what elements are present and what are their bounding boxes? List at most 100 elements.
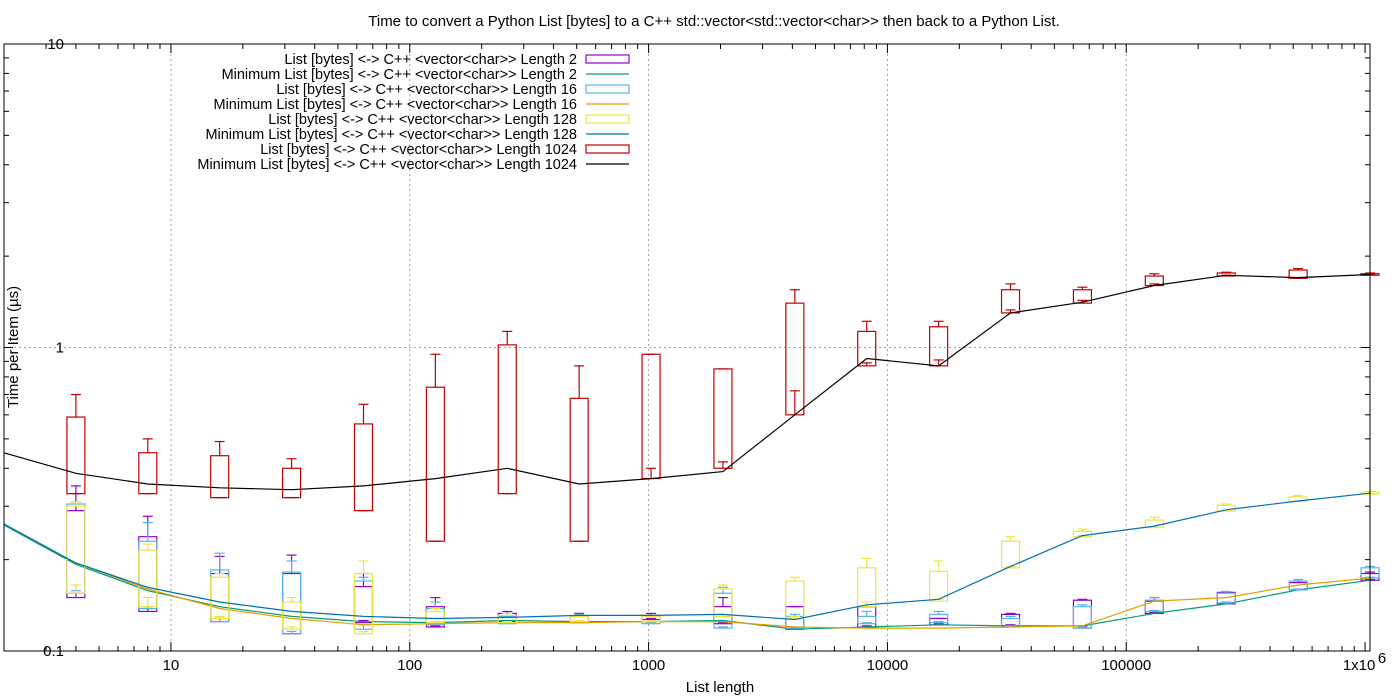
candlestick [1144, 596, 1164, 613]
candle-box [210, 572, 230, 623]
series-line [3, 524, 1371, 630]
candle-box [857, 330, 877, 367]
candle-box [66, 416, 86, 495]
x-tick-label: 1000 [632, 657, 665, 674]
plot-area [3, 267, 1380, 635]
candlestick [569, 614, 589, 623]
series-line [3, 492, 1371, 621]
candle-box [138, 452, 158, 495]
x-tick-label: 10 [163, 657, 180, 674]
y-tick-label: 0.1 [43, 643, 64, 660]
legend-swatch-box [585, 144, 630, 154]
candle-box [210, 576, 230, 620]
x-axis-title: List length [686, 679, 754, 696]
legend-item: Minimum List [bytes] <-> C++ <vector<cha… [214, 97, 629, 113]
legend-label: Minimum List [bytes] <-> C++ <vector<cha… [214, 97, 578, 113]
y-axis-title: Time per Item (µs) [5, 286, 22, 408]
candlestick [497, 612, 517, 624]
series-7 [3, 273, 1371, 491]
legend-item: List [bytes] <-> C++ <vector<char>> Leng… [276, 82, 630, 98]
candle-box [281, 571, 302, 635]
candlestick [713, 596, 733, 625]
candlestick [210, 572, 230, 620]
chart-title: Time to convert a Python List [bytes] to… [368, 13, 1059, 30]
legend-item: List [bytes] <-> C++ <vector<char>> Leng… [260, 142, 630, 158]
series-line [3, 523, 1371, 629]
candlestick [1072, 604, 1093, 629]
x-tick-label: 100 [397, 657, 422, 674]
series-6 [66, 267, 1380, 542]
candle-box [569, 397, 589, 542]
candlestick [857, 557, 877, 608]
candle-box [497, 344, 517, 495]
candlestick [857, 610, 877, 625]
legend-label: Minimum List [bytes] <-> C++ <vector<cha… [205, 127, 577, 143]
candlestick [1144, 273, 1164, 287]
legend-item: Minimum List [bytes] <-> C++ <vector<cha… [222, 67, 629, 83]
candlestick [929, 610, 949, 624]
legend-swatch-box [585, 114, 630, 124]
legend-label: Minimum List [bytes] <-> C++ <vector<cha… [197, 157, 577, 173]
candlestick [497, 330, 517, 495]
candle-box [425, 386, 445, 542]
legend: List [bytes] <-> C++ <vector<char>> Leng… [197, 52, 630, 173]
candle-box [353, 586, 374, 624]
legend-label: Minimum List [bytes] <-> C++ <vector<cha… [222, 67, 577, 83]
series-3 [3, 523, 1371, 629]
legend-item: List [bytes] <-> C++ <vector<char>> Leng… [268, 112, 630, 128]
grid [4, 44, 1370, 651]
candlestick [353, 403, 374, 512]
candle-box [641, 353, 661, 480]
legend-label: List [bytes] <-> C++ <vector<char>> Leng… [284, 52, 577, 68]
legend-swatch-box [585, 54, 630, 64]
candlestick [929, 320, 949, 367]
series-line [3, 273, 1371, 491]
candlestick [281, 596, 302, 630]
candle-box [425, 610, 445, 624]
legend-label: List [bytes] <-> C++ <vector<char>> Leng… [276, 82, 577, 98]
y-tick-labels: 0.1 1 10 [43, 36, 64, 660]
series-4 [66, 490, 1380, 635]
candlestick [569, 365, 589, 542]
candlestick [138, 521, 158, 610]
tick-marks [3, 43, 1370, 652]
candlestick [281, 458, 302, 499]
candlestick [425, 607, 445, 624]
candlestick [1000, 283, 1021, 314]
series-1 [3, 524, 1371, 630]
candlestick [713, 368, 733, 469]
candlestick [138, 543, 158, 608]
candle-box [281, 467, 302, 499]
candlestick [210, 440, 230, 499]
candlestick [66, 501, 86, 594]
candlestick [1072, 286, 1093, 304]
candlestick [353, 560, 374, 635]
legend-item: Minimum List [bytes] <-> C++ <vector<cha… [205, 127, 629, 143]
candle-box [66, 503, 86, 594]
x-tick-label: 10000 [867, 657, 909, 674]
candlestick [138, 438, 158, 495]
candlestick [66, 393, 86, 495]
legend-swatch-box [585, 84, 630, 94]
candle-box [281, 572, 302, 635]
candlestick [210, 552, 230, 623]
candlestick [1288, 578, 1308, 591]
legend-label: List [bytes] <-> C++ <vector<char>> Leng… [260, 142, 577, 158]
candlestick [425, 353, 445, 542]
candlestick [785, 289, 805, 416]
candlestick [1000, 612, 1021, 627]
legend-item: Minimum List [bytes] <-> C++ <vector<cha… [197, 157, 629, 173]
candle-box [66, 505, 86, 594]
legend-item: List [bytes] <-> C++ <vector<char>> Leng… [284, 52, 630, 68]
series-5 [3, 492, 1371, 621]
series-0 [66, 485, 1380, 635]
candlestick [929, 560, 949, 602]
candle-box [210, 455, 230, 499]
x-tick-label: 100000 [1101, 657, 1151, 674]
x-tick-label-last: 1x10 [1343, 657, 1376, 674]
x-tick-label-exponent: 6 [1378, 650, 1386, 667]
candlestick [785, 576, 805, 620]
candle-box [1144, 599, 1164, 613]
candle-box [785, 580, 805, 620]
